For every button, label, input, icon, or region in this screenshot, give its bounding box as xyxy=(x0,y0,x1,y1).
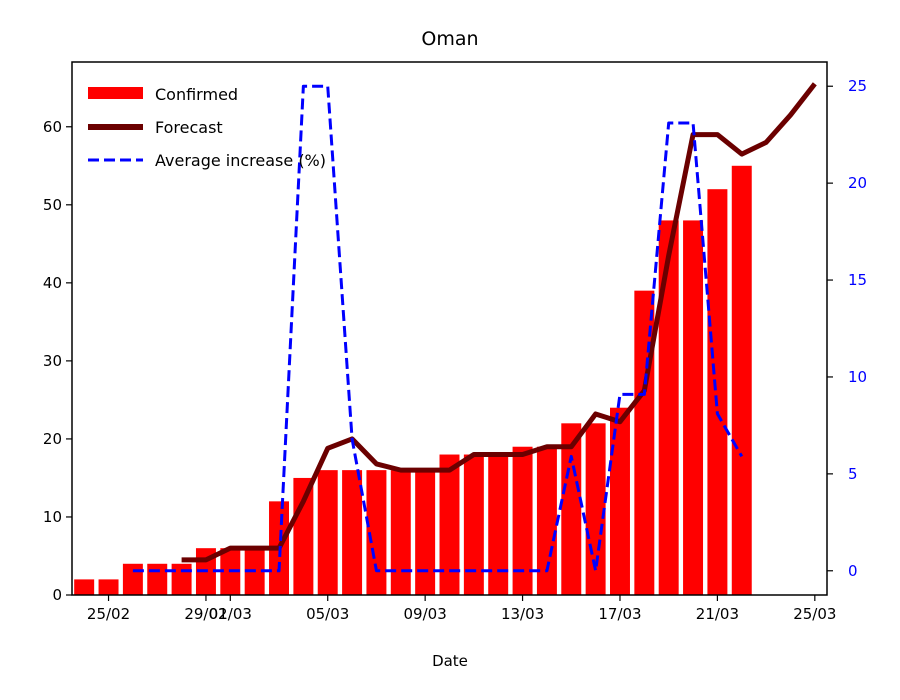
x-tick-label: 21/03 xyxy=(696,605,739,623)
bar-confirmed xyxy=(366,470,387,595)
bar-confirmed xyxy=(342,470,363,595)
x-tick-label: 17/03 xyxy=(598,605,641,623)
bar-confirmed xyxy=(488,454,509,595)
y2-tick-label: 10 xyxy=(848,368,867,386)
legend-swatch-confirmed xyxy=(88,87,143,99)
bar-confirmed xyxy=(390,470,411,595)
legend-label-forecast: Forecast xyxy=(155,118,223,137)
chart-title: Oman xyxy=(421,28,478,50)
bar-confirmed xyxy=(463,454,484,595)
forecast-line xyxy=(181,82,817,563)
y-tick-label: 20 xyxy=(43,430,62,448)
y-tick-label: 10 xyxy=(43,508,62,526)
y-tick-label: 60 xyxy=(43,118,62,136)
bar-confirmed xyxy=(98,579,119,595)
x-tick-label: 01/03 xyxy=(209,605,252,623)
x-tick-label: 25/03 xyxy=(793,605,836,623)
bar-confirmed xyxy=(122,563,143,595)
average-increase-line xyxy=(132,84,744,573)
bar-confirmed xyxy=(317,470,338,595)
y2-tick-label: 25 xyxy=(848,77,867,95)
y-tick-label: 30 xyxy=(43,352,62,370)
legend-label-confirmed: Confirmed xyxy=(155,85,238,104)
x-tick-label: 05/03 xyxy=(306,605,349,623)
bar-confirmed xyxy=(536,446,557,595)
y2-tick-label: 20 xyxy=(848,174,867,192)
y-tick-label: 0 xyxy=(52,586,62,604)
bar-confirmed xyxy=(74,579,95,595)
bar-confirmed xyxy=(147,563,168,595)
x-tick-label: 29/02 xyxy=(184,605,227,623)
y-tick-label: 50 xyxy=(43,196,62,214)
bar-confirmed xyxy=(658,220,679,596)
y-tick-label: 40 xyxy=(43,274,62,292)
bar-confirmed xyxy=(731,165,752,596)
bar-confirmed xyxy=(512,446,533,595)
bar-confirmed xyxy=(561,423,582,595)
plot-frame xyxy=(71,61,828,596)
x-tick-label: 13/03 xyxy=(501,605,544,623)
y2-tick-label: 15 xyxy=(848,271,867,289)
bar-confirmed xyxy=(415,470,436,595)
bar-confirmed xyxy=(634,290,655,595)
x-tick-label: 25/02 xyxy=(87,605,130,623)
legend-label-average-increase: Average increase (%) xyxy=(155,151,326,170)
bar-confirmed xyxy=(171,563,192,595)
bar-confirmed xyxy=(707,189,728,595)
bar-confirmed xyxy=(439,454,460,595)
y2-tick-label: 0 xyxy=(848,562,858,580)
bar-confirmed xyxy=(683,220,704,596)
bar-confirmed xyxy=(610,407,630,595)
x-tick-label: 09/03 xyxy=(404,605,447,623)
y2-tick-label: 5 xyxy=(848,465,858,483)
x-axis-label: Date xyxy=(432,652,468,670)
